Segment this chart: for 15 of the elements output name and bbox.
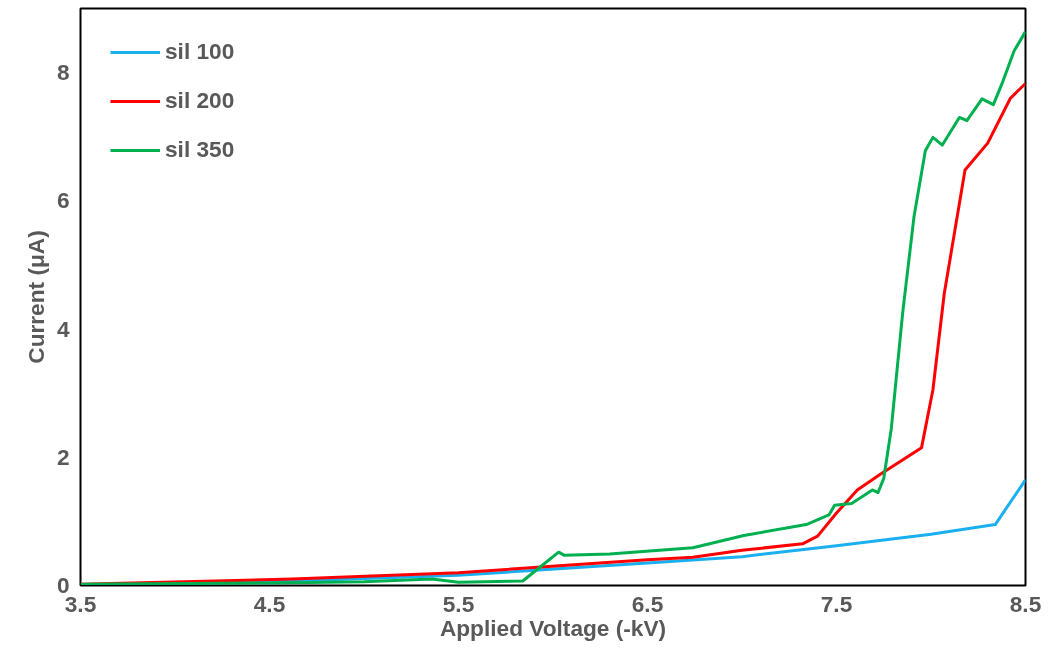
- y-tick-label: 4: [56, 315, 70, 342]
- y-tick-label: 6: [56, 187, 70, 214]
- y-tick-label: 2: [56, 443, 70, 470]
- x-tick-label: 8.5: [1009, 590, 1042, 617]
- x-axis-title: Applied Voltage (-kV): [439, 614, 667, 641]
- legend-label: sil 100: [165, 38, 235, 65]
- x-tick-label: 5.5: [442, 590, 475, 617]
- legend-label: sil 200: [165, 87, 235, 114]
- y-axis-title: Current (μA): [22, 230, 49, 364]
- x-tick-label: 4.5: [253, 590, 286, 617]
- x-tick-label: 7.5: [820, 590, 853, 617]
- x-tick-label: 6.5: [631, 590, 664, 617]
- y-tick-label: 8: [56, 59, 70, 86]
- y-tick-label: 0: [56, 572, 70, 598]
- legend-label: sil 350: [165, 136, 235, 163]
